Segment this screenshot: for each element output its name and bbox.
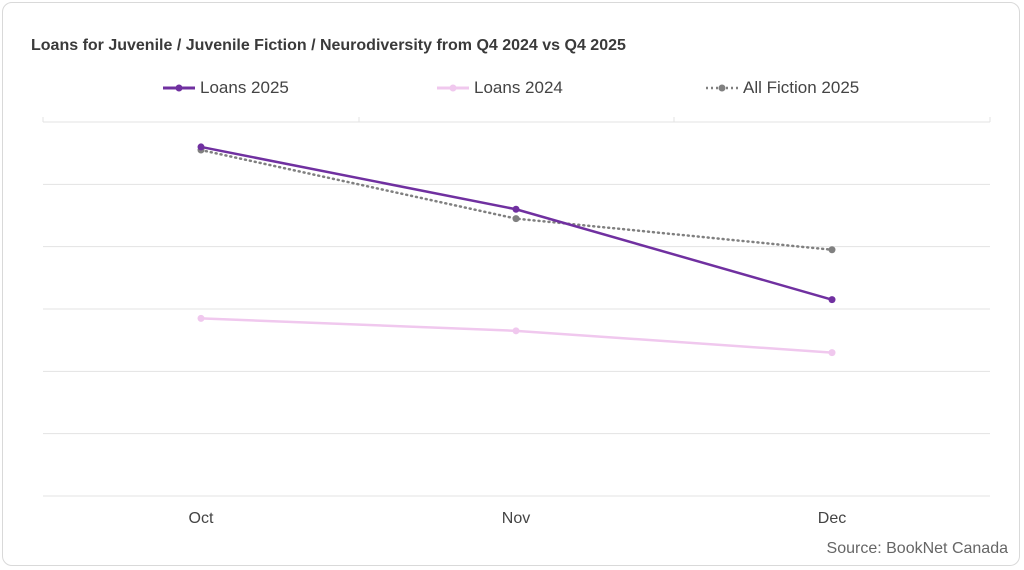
legend-item-loans-2025[interactable]: Loans 2025 — [162, 77, 289, 99]
legend-item-loans-2024[interactable]: Loans 2024 — [436, 77, 563, 99]
data-point-all-fiction-2025-dec[interactable] — [828, 246, 836, 254]
data-point-loans-2025-nov[interactable] — [512, 205, 520, 213]
series-line-loans-2024 — [199, 317, 834, 354]
legend-swatch-loans-2025 — [163, 84, 195, 92]
data-point-all-fiction-2025-nov[interactable] — [512, 215, 520, 223]
data-point-loans-2024-nov[interactable] — [512, 327, 520, 335]
x-tick-label: Dec — [818, 510, 846, 527]
legend-item-all-fiction-2025[interactable]: All Fiction 2025 — [705, 77, 859, 99]
data-point-loans-2025-oct[interactable] — [197, 143, 205, 151]
data-point-loans-2025-dec[interactable] — [828, 296, 836, 304]
series-line-all-fiction-2025 — [199, 148, 834, 252]
data-point-loans-2024-dec[interactable] — [828, 349, 836, 357]
legend-swatch-all-fiction-2025 — [706, 84, 738, 92]
data-point-loans-2024-oct[interactable] — [197, 314, 205, 322]
x-tick-label: Oct — [189, 510, 214, 527]
x-tick-label: Nov — [502, 510, 530, 527]
legend-label-all-fiction-2025: All Fiction 2025 — [743, 78, 860, 97]
source-note: Source: BookNet Canada — [826, 540, 1008, 557]
legend-label-loans-2024: Loans 2024 — [474, 78, 563, 97]
chart-title: Loans for Juvenile / Juvenile Fiction / … — [31, 37, 626, 54]
legend-swatch-loans-2024 — [437, 84, 469, 92]
legend-label-loans-2025: Loans 2025 — [200, 78, 289, 97]
